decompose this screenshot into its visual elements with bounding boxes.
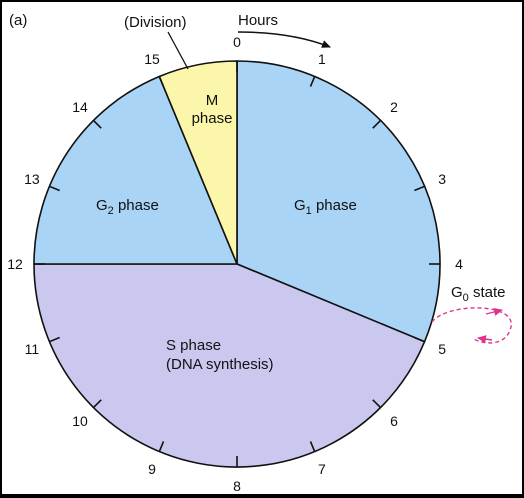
hour-label-1: 1 xyxy=(318,51,326,67)
hour-tick-15 xyxy=(158,76,165,87)
hour-tick-6 xyxy=(372,399,382,409)
g2-phase-wedge xyxy=(33,75,239,265)
s-phase-label-line2: (DNA synthesis) xyxy=(166,356,274,373)
phase-wedges xyxy=(33,60,441,468)
g0-loop-arrow xyxy=(431,307,512,344)
g1-phase-wedge xyxy=(236,60,441,343)
hours-direction-arrow xyxy=(237,31,331,48)
hour-tick-5 xyxy=(414,336,425,343)
hour-tick-9 xyxy=(158,441,165,452)
hours-label: Hours xyxy=(238,12,278,29)
hour-label-2: 2 xyxy=(390,99,398,115)
hour-tick-14 xyxy=(92,119,102,129)
g0-state-label: G0 state xyxy=(451,284,505,304)
hour-label-3: 3 xyxy=(438,171,446,187)
hour-label-5: 5 xyxy=(438,341,446,357)
division-label: (Division) xyxy=(124,14,187,31)
g2-phase-label: G2 phase xyxy=(96,197,159,217)
hour-label-12: 12 xyxy=(7,256,23,272)
hour-tick-13 xyxy=(49,185,60,192)
hour-tick-1 xyxy=(309,76,316,87)
division-leader-line xyxy=(167,31,189,70)
hour-label-4: 4 xyxy=(455,256,463,272)
m-phase-label-line1: M xyxy=(206,92,219,109)
hour-tick-10 xyxy=(92,399,102,409)
hour-label-10: 10 xyxy=(72,413,88,429)
hour-label-11: 11 xyxy=(25,341,40,357)
g0-arrowhead-in xyxy=(477,335,493,344)
g1-phase-label: G1 phase xyxy=(294,197,357,217)
hour-label-15: 15 xyxy=(144,51,160,67)
hour-label-6: 6 xyxy=(390,413,398,429)
m-phase-label-line2: phase xyxy=(192,110,233,127)
hour-label-9: 9 xyxy=(148,461,156,477)
hour-tick-7 xyxy=(309,441,316,452)
hour-tick-3 xyxy=(414,185,425,192)
panel-label: (a) xyxy=(9,12,27,29)
hour-label-0: 0 xyxy=(233,34,241,50)
s-phase-wedge xyxy=(33,263,426,468)
hour-tick-11 xyxy=(49,336,60,343)
hour-label-13: 13 xyxy=(24,171,40,187)
hour-ticks xyxy=(34,61,440,467)
hour-label-14: 14 xyxy=(72,99,88,115)
hour-label-7: 7 xyxy=(318,461,326,477)
hour-label-8: 8 xyxy=(233,478,241,494)
g0-arrowhead-out xyxy=(485,308,503,316)
s-phase-label-line1: S phase xyxy=(166,337,221,354)
hour-tick-2 xyxy=(372,119,382,129)
